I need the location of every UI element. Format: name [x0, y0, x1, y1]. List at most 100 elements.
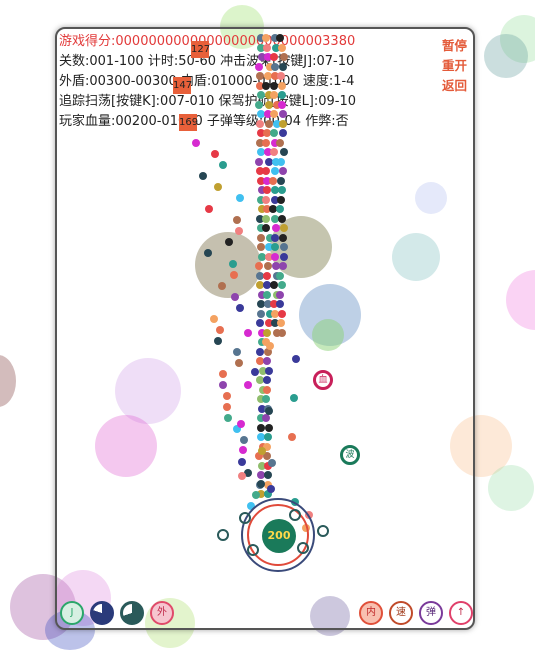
restart-button[interactable]: 重开	[441, 58, 467, 73]
bullet	[257, 129, 266, 137]
bullet	[271, 138, 280, 147]
skill-cooldown-button[interactable]	[120, 601, 144, 625]
bullet	[266, 342, 275, 350]
bullet	[258, 290, 267, 299]
enemy-orb	[312, 319, 344, 351]
player-ship[interactable]: 200	[262, 519, 296, 553]
bullet	[279, 233, 288, 242]
bullet	[255, 100, 264, 109]
bullet	[263, 205, 272, 213]
bullet	[271, 186, 280, 194]
pause-button[interactable]: 暂停	[441, 38, 467, 53]
bullet	[279, 252, 288, 261]
bullet	[263, 262, 272, 270]
bullet	[255, 281, 264, 289]
escort-orb	[247, 544, 259, 556]
bullet	[276, 138, 285, 147]
bullet	[239, 446, 248, 454]
bullet	[270, 309, 279, 318]
bullet	[264, 148, 273, 156]
bg-bubble	[415, 182, 447, 214]
bullet	[263, 452, 272, 460]
bullet	[270, 281, 279, 289]
inner-shield-button[interactable]: 内	[359, 601, 383, 625]
outer-shield	[241, 498, 315, 572]
bullet	[278, 119, 287, 128]
bullet	[256, 176, 265, 185]
bullet	[270, 34, 279, 42]
bullet	[211, 150, 220, 158]
upgrade-button[interactable]: ↑	[449, 601, 473, 625]
bullet	[262, 338, 271, 346]
bullet	[258, 385, 267, 394]
bullet	[263, 300, 272, 308]
bullet	[265, 119, 274, 128]
bullet	[215, 326, 224, 334]
bullet	[263, 43, 272, 52]
bullet	[263, 271, 272, 280]
bullet	[231, 293, 240, 301]
bullet	[270, 110, 279, 118]
bullet	[262, 281, 271, 289]
bullet	[264, 53, 273, 61]
bullet	[271, 43, 280, 52]
bg-bubble	[484, 34, 528, 78]
bullet	[233, 216, 242, 224]
bullet	[271, 157, 280, 166]
bullet	[262, 214, 271, 223]
bullet	[264, 347, 273, 356]
bullet	[256, 433, 265, 441]
bullet	[256, 110, 265, 118]
bullet	[262, 395, 271, 403]
bullet	[257, 252, 266, 261]
bullet-button[interactable]: 弹	[419, 601, 443, 625]
bullet	[264, 407, 273, 415]
bullet	[256, 357, 265, 365]
skill-readout: 追踪扫荡[按键K]:007-010 保驾护航[按键L]:09-10	[59, 94, 357, 109]
bullet	[234, 227, 243, 235]
back-button[interactable]: 返回	[441, 78, 467, 93]
bg-bubble	[95, 415, 157, 477]
bullet	[278, 62, 287, 71]
bullet	[265, 91, 274, 99]
bullet	[257, 91, 266, 99]
bullet	[240, 436, 249, 444]
bullet	[251, 491, 260, 499]
skill-cooldown-button[interactable]	[90, 601, 114, 625]
bullet	[269, 91, 278, 99]
escort-orb	[289, 509, 301, 521]
bullet	[219, 381, 228, 389]
bullet	[218, 282, 227, 290]
bullet	[264, 157, 273, 166]
bullet	[269, 81, 278, 90]
bullet	[258, 442, 267, 451]
bullet	[271, 72, 280, 80]
bullet	[258, 461, 267, 470]
bullet	[278, 281, 287, 289]
bullet	[256, 138, 265, 147]
bullet	[235, 304, 244, 312]
bullet	[256, 309, 265, 318]
game-stage[interactable]: 游戏得分:00000000000000000000000003380 关数:00…	[55, 27, 475, 630]
bullet	[214, 337, 223, 345]
bullet	[271, 252, 279, 261]
bg-bubble	[500, 15, 535, 63]
outer-shield-button[interactable]: 外	[150, 601, 174, 625]
bullet	[269, 176, 278, 185]
bullet	[256, 119, 265, 128]
bullet	[233, 425, 242, 433]
bullet	[262, 224, 271, 232]
bullet	[269, 53, 278, 61]
bullet	[255, 62, 264, 71]
bullet	[291, 355, 300, 363]
bullet	[262, 34, 271, 42]
bullet	[278, 129, 287, 137]
speed-button[interactable]: 速	[389, 601, 413, 625]
bullet	[276, 157, 285, 166]
bullet	[243, 469, 252, 477]
bg-bubble	[506, 270, 535, 330]
bullet	[276, 300, 285, 308]
skill-j-button[interactable]: J	[60, 601, 84, 625]
bullet	[276, 34, 285, 42]
bullet	[257, 43, 266, 52]
